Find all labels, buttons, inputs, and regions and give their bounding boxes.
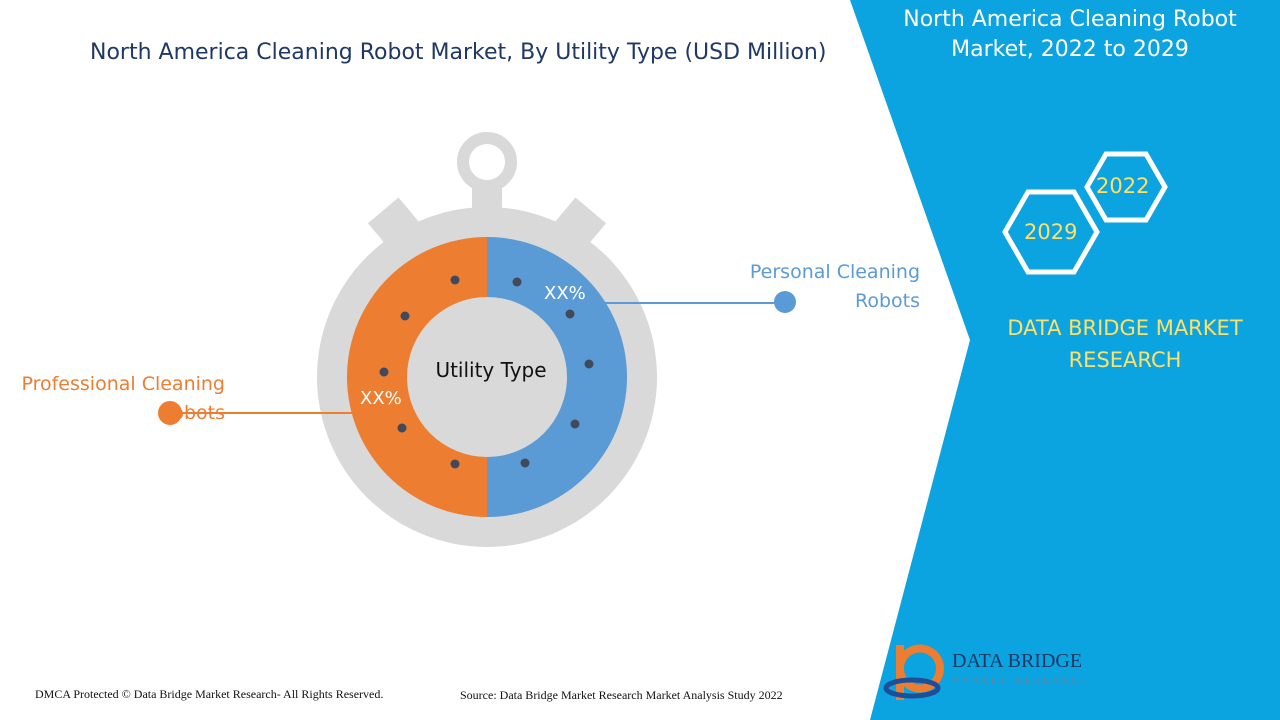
side-title: North America Cleaning Robot Market, 202…	[903, 7, 1237, 62]
title: North America Cleaning Robot Market, By …	[90, 40, 827, 65]
source: Source: Data Bridge Market Research Mark…	[460, 688, 783, 702]
logo-mark	[896, 644, 944, 700]
year: 2022	[1096, 174, 1150, 198]
leader-dot	[774, 291, 796, 313]
center-label: Utility Type	[435, 358, 547, 382]
segment-label: Personal Cleaning Robots	[749, 261, 920, 312]
logo-mark	[883, 677, 941, 699]
value-label: XX%	[360, 388, 402, 409]
side-panel-bg	[850, 0, 1280, 720]
copyright: DMCA Protected © Data Bridge Market Rese…	[35, 687, 384, 701]
segment-label: Professional Cleaning Robots	[21, 373, 225, 424]
hexagon	[1002, 189, 1100, 275]
segment	[347, 237, 487, 517]
value-label: XX%	[544, 283, 586, 304]
segment	[487, 237, 627, 517]
watch-ring	[457, 132, 517, 192]
brand: DATA BRIDGE MARKET RESEARCH	[1007, 316, 1243, 372]
dots	[379, 275, 594, 469]
year: 2029	[1024, 220, 1078, 244]
leader-dot	[158, 401, 182, 425]
hexagon	[1084, 151, 1168, 223]
logo-tagline: MARKET RESEARCH	[952, 676, 1091, 685]
logo-name: DATA BRIDGE	[952, 650, 1083, 672]
